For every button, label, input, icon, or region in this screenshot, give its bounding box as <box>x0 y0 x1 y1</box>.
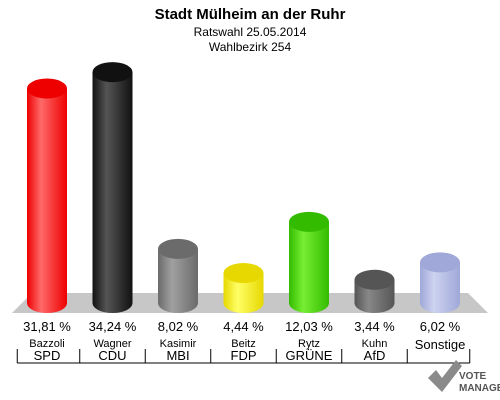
bar-afd <box>354 269 395 313</box>
party-label: CDU <box>98 348 126 363</box>
party-label: FDP <box>231 348 257 363</box>
party-label: Sonstige <box>415 337 466 352</box>
party-label: MBI <box>166 348 189 363</box>
candidate-label: Rytz <box>298 338 320 350</box>
bar-spd <box>27 78 67 313</box>
chart-title: Stadt Mülheim an der Ruhr <box>155 6 346 23</box>
value-label: 31,81 % <box>23 319 71 334</box>
value-label: 34,24 % <box>89 319 137 334</box>
logo-text-manager: MANAGER <box>459 383 500 394</box>
party-label: AfD <box>364 348 386 363</box>
bar-gr-ne <box>289 211 329 313</box>
bar-sonstige <box>420 252 460 313</box>
chart-subtitle-election: Ratswahl 25.05.2014 <box>194 25 307 39</box>
value-label: 3,44 % <box>354 319 395 334</box>
candidate-label: Wagner <box>93 338 131 350</box>
value-label: 8,02 % <box>158 319 199 334</box>
bar-fdp <box>223 263 264 313</box>
candidate-label: Beitz <box>231 338 255 350</box>
bar-cdu <box>92 62 133 313</box>
vote-manager-logo: VOTE MANAGER <box>428 360 500 394</box>
bar-mbi <box>158 238 198 313</box>
checkmark-icon <box>428 360 462 392</box>
value-label: 12,03 % <box>285 319 333 334</box>
bars-group <box>27 62 460 313</box>
candidate-label: Bazzoli <box>29 338 64 350</box>
chart-subtitle-district: Wahlbezirk 254 <box>209 40 292 54</box>
candidate-label: Kuhn <box>362 338 388 350</box>
value-label: 4,44 % <box>223 319 264 334</box>
candidate-label: Kasimir <box>160 338 197 350</box>
party-label: GRÜNE <box>286 348 333 363</box>
logo-text-vote: VOTE <box>459 371 487 382</box>
value-label: 6,02 % <box>420 319 461 334</box>
party-label: SPD <box>34 348 61 363</box>
